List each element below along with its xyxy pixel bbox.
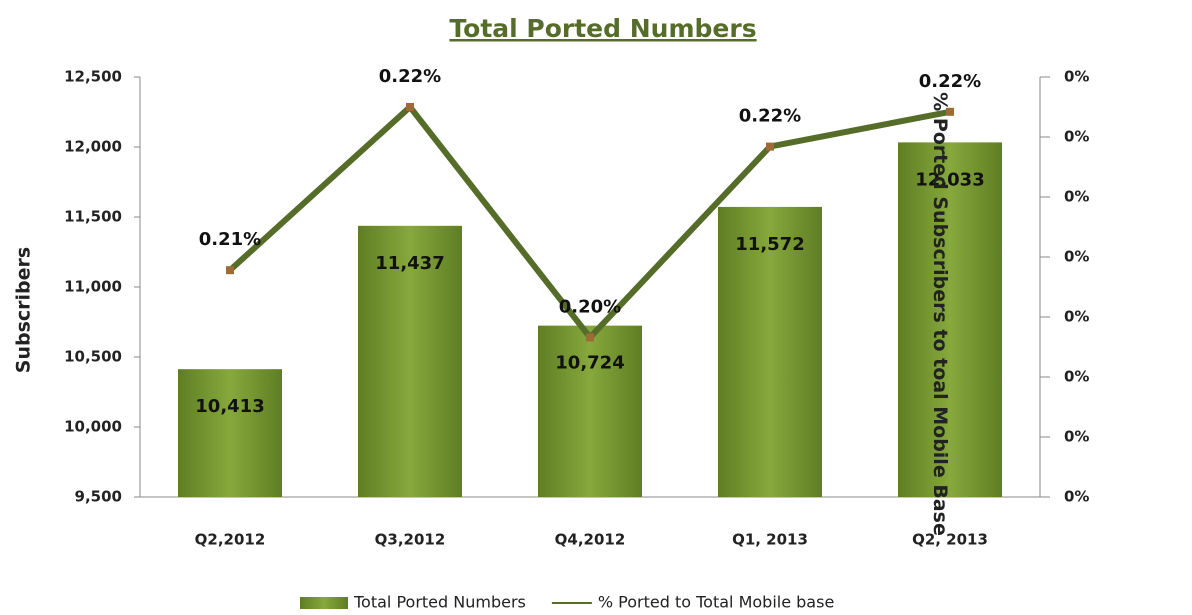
line-value-label: 0.22%	[379, 66, 441, 87]
bar-value-label: 11,572	[735, 234, 804, 255]
y-tick-label: 11,000	[64, 278, 122, 296]
bar-value-label: 12,033	[915, 169, 984, 190]
chart-title: Total Ported Numbers	[449, 14, 756, 43]
legend-swatch	[300, 597, 348, 609]
bar	[358, 225, 462, 497]
y2-tick-label: 0%	[1064, 128, 1089, 146]
x-tick-label: Q1, 2013	[732, 531, 808, 549]
y-tick-label: 11,500	[64, 208, 122, 226]
line-value-label: 0.21%	[199, 229, 261, 250]
y2-tick-label: 0%	[1064, 428, 1089, 446]
y-axis-title: Subscribers	[13, 247, 35, 373]
line-value-label: 0.20%	[559, 296, 621, 317]
bar-value-label: 10,413	[195, 396, 264, 417]
y2-tick-label: 0%	[1064, 68, 1089, 86]
bar	[718, 206, 822, 498]
y-tick-label: 10,500	[64, 348, 122, 366]
legend-label: Total Ported Numbers	[353, 593, 526, 612]
y-tick-label: 12,500	[64, 68, 122, 86]
bar-value-label: 11,437	[375, 253, 444, 274]
bar	[898, 142, 1002, 497]
y-tick-label: 10,000	[64, 418, 122, 436]
y2-tick-label: 0%	[1064, 488, 1089, 506]
line-value-label: 0.22%	[919, 71, 981, 92]
bar	[178, 369, 282, 497]
bar	[538, 325, 642, 497]
y2-axis-title: % Ported Subscribers to toal Mobile Base	[929, 92, 951, 536]
y-tick-label: 9,500	[75, 488, 122, 506]
y2-tick-label: 0%	[1064, 368, 1089, 386]
line-marker	[946, 107, 954, 116]
x-tick-label: Q2, 2013	[912, 531, 988, 549]
x-tick-label: Q3,2012	[375, 531, 446, 549]
y2-tick-label: 0%	[1064, 308, 1089, 326]
line-marker	[226, 266, 234, 275]
y2-tick-label: 0%	[1064, 248, 1089, 266]
legend-label: % Ported to Total Mobile base	[598, 593, 834, 612]
line-marker	[766, 142, 774, 151]
bar-value-label: 10,724	[555, 353, 624, 374]
x-tick-label: Q2,2012	[195, 531, 266, 549]
line-marker	[406, 103, 414, 111]
line-value-label: 0.22%	[739, 106, 801, 127]
x-tick-label: Q4,2012	[555, 531, 626, 549]
y-tick-label: 12,000	[64, 138, 122, 156]
line-marker	[586, 333, 594, 342]
y2-tick-label: 0%	[1064, 188, 1089, 206]
